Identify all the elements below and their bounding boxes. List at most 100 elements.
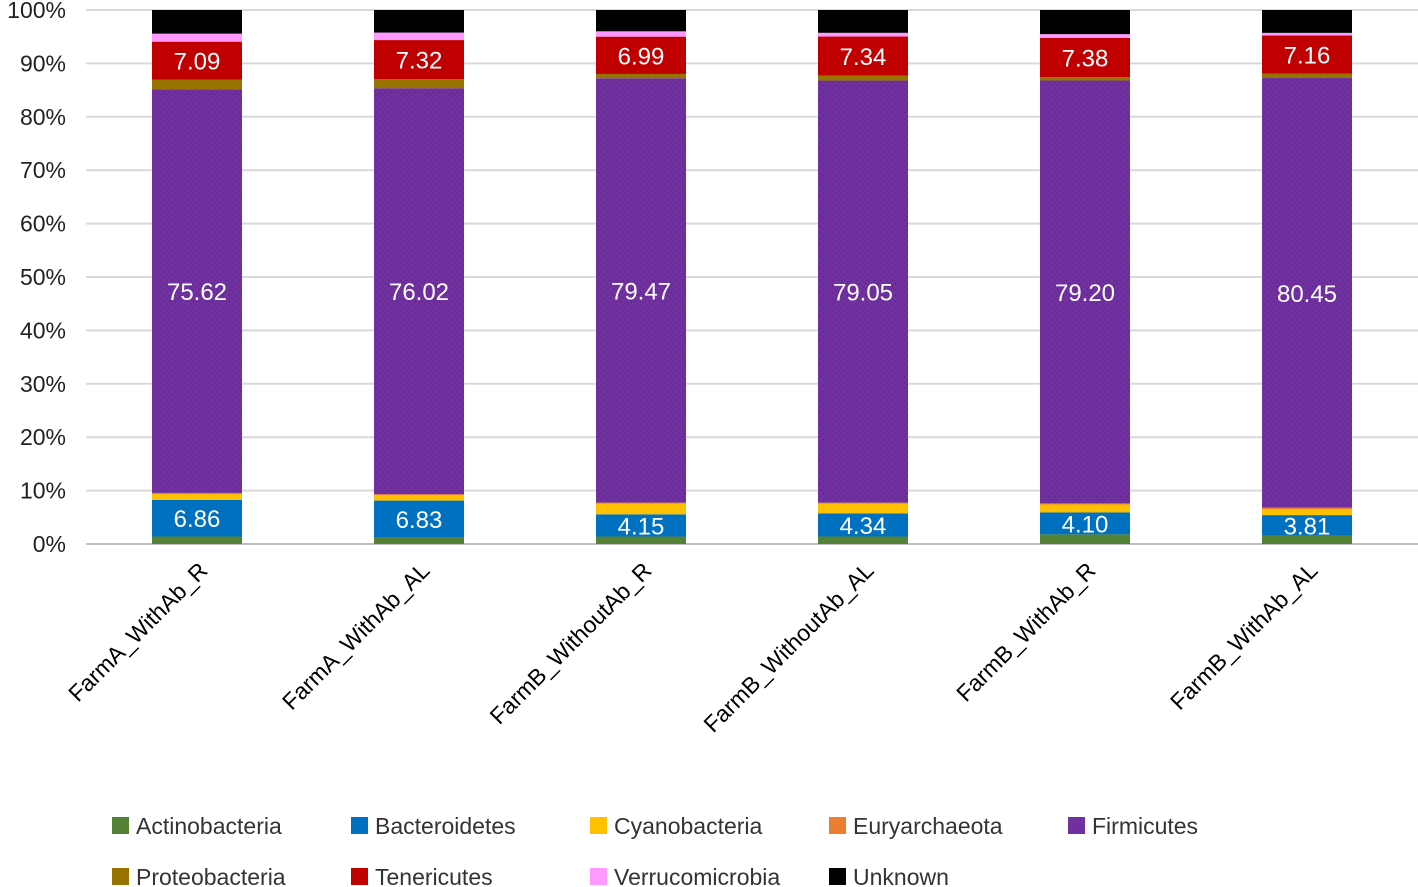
x-category-label: FarmA_WithAb_AL <box>277 557 435 715</box>
bar-segment-tenericutes <box>818 36 908 76</box>
data-label: 76.02 <box>389 279 449 306</box>
bar-segment-euryarchaeota <box>152 492 242 495</box>
data-label: 4.10 <box>1062 511 1109 538</box>
bar-segment-firmicutes <box>596 78 686 503</box>
bar-segment-bacteroidetes <box>374 500 464 538</box>
bar-segment-proteobacteria <box>1040 77 1130 81</box>
x-category-label: FarmB_WithAb_R <box>951 557 1100 706</box>
legend-swatch-proteobacteria <box>112 868 129 885</box>
y-tick-label: 70% <box>20 157 66 183</box>
legend-label: Bacteroidetes <box>375 813 516 839</box>
y-tick-label: 30% <box>20 371 66 397</box>
data-label: 4.15 <box>618 513 665 540</box>
bar-segment-cyanobacteria <box>596 503 686 515</box>
y-tick-label: 100% <box>7 0 66 23</box>
data-label: 3.81 <box>1284 513 1331 540</box>
bar-segment-proteobacteria <box>1262 73 1352 79</box>
x-category-label: FarmB_WithoutAb_AL <box>698 557 878 737</box>
bar-segment-proteobacteria <box>374 79 464 89</box>
legend-label: Tenericutes <box>375 864 493 887</box>
data-label: 79.05 <box>833 280 893 307</box>
bar-segment-euryarchaeota <box>596 502 686 504</box>
bars: 6.86 75.62 7.09 6.83 76.02 7.32 4.15 79.47 6.99 4… <box>152 10 1352 544</box>
bar-segment-cyanobacteria <box>152 494 242 500</box>
bar-segment-actinobacteria <box>596 536 686 544</box>
y-tick-label: 80% <box>20 104 66 130</box>
y-tick-label: 60% <box>20 211 66 237</box>
bar-segment-proteobacteria <box>152 79 242 90</box>
bar-segment-verrucomicrobia <box>1040 34 1130 38</box>
bar-segment-tenericutes <box>596 36 686 74</box>
bar-segment-tenericutes <box>152 41 242 80</box>
data-label: 4.34 <box>840 513 887 540</box>
data-label: 7.34 <box>840 44 887 71</box>
legend-swatch-actinobacteria <box>112 817 129 834</box>
bar-segment-verrucomicrobia <box>374 32 464 41</box>
bar-segment-firmicutes <box>152 89 242 493</box>
y-tick-label: 50% <box>20 264 66 290</box>
bar-segment-firmicutes <box>374 88 464 495</box>
bar-segment-bacteroidetes <box>1040 512 1130 535</box>
bar-segment-euryarchaeota <box>1262 507 1352 510</box>
data-label: 6.99 <box>618 43 665 70</box>
bar-segment-euryarchaeota <box>818 502 908 504</box>
bar-segment-proteobacteria <box>596 73 686 79</box>
data-label: 7.32 <box>396 48 443 75</box>
legend-swatch-tenericutes <box>351 868 368 885</box>
bar-segment-verrucomicrobia <box>596 31 686 37</box>
y-tick-label: 20% <box>20 424 66 450</box>
legend: Actinobacteria Bacteroidetes Cyanobacteria… <box>112 813 1198 887</box>
data-label: 6.83 <box>396 507 443 534</box>
bar-segment-unknown <box>374 10 464 33</box>
data-label: 7.09 <box>174 49 221 76</box>
bar-segment-verrucomicrobia <box>818 32 908 37</box>
bar-segment-firmicutes <box>1040 80 1130 504</box>
bar-segment-cyanobacteria <box>818 503 908 514</box>
bar-segment-actinobacteria <box>152 536 242 544</box>
bar-segment-tenericutes <box>1262 35 1352 74</box>
legend-label: Actinobacteria <box>136 813 282 839</box>
data-label: 80.45 <box>1277 281 1337 308</box>
bar-segment-tenericutes <box>374 40 464 80</box>
legend-swatch-firmicutes <box>1068 817 1085 834</box>
bar-segment-unknown <box>1040 10 1130 35</box>
legend-label: Cyanobacteria <box>614 813 763 839</box>
x-category-label: FarmA_WithAb_R <box>63 557 212 706</box>
y-tick-label: 90% <box>20 50 66 76</box>
legend-label: Firmicutes <box>1092 813 1198 839</box>
legend-label: Unknown <box>853 864 949 887</box>
x-axis-labels: FarmA_WithAb_R FarmA_WithAb_AL FarmB_Witho… <box>63 557 1323 737</box>
bar-segment-euryarchaeota <box>1040 503 1130 505</box>
bar-segment-actinobacteria <box>818 536 908 544</box>
bar-segment-bacteroidetes <box>152 499 242 537</box>
bar-segment-euryarchaeota <box>374 494 464 496</box>
bar-segment-cyanobacteria <box>1040 504 1130 513</box>
legend-swatch-verrucomicrobia <box>590 868 607 885</box>
legend-label: Proteobacteria <box>136 864 286 887</box>
bar-segment-unknown <box>1262 10 1352 33</box>
data-label: 79.47 <box>611 278 671 305</box>
bar-segment-firmicutes <box>1262 78 1352 508</box>
legend-label: Euryarchaeota <box>853 813 1003 839</box>
bar-segment-proteobacteria <box>818 75 908 81</box>
y-axis-ticks: 0% 10% 20% 30% 40% 50% 60% 70% 80% 90% 100% <box>7 0 66 557</box>
x-category-label: FarmB_WithoutAb_R <box>484 557 656 729</box>
legend-swatch-euryarchaeota <box>829 817 846 834</box>
bar-segment-cyanobacteria <box>1262 509 1352 516</box>
bar-segment-unknown <box>818 10 908 33</box>
bar-segment-verrucomicrobia <box>1262 32 1352 36</box>
x-category-label: FarmB_WithAb_AL <box>1165 557 1323 715</box>
y-tick-label: 40% <box>20 317 66 343</box>
bar-segment-bacteroidetes <box>1262 515 1352 536</box>
data-label: 79.20 <box>1055 280 1115 307</box>
bar-segment-actinobacteria <box>1262 535 1352 544</box>
legend-swatch-unknown <box>829 868 846 885</box>
bar-segment-tenericutes <box>1040 37 1130 78</box>
bar-segment-bacteroidetes <box>596 514 686 537</box>
legend-swatch-bacteroidetes <box>351 817 368 834</box>
bar-segment-cyanobacteria <box>374 495 464 501</box>
bar-segment-verrucomicrobia <box>152 33 242 42</box>
gridlines <box>86 9 1418 545</box>
data-label: 6.86 <box>174 506 221 533</box>
